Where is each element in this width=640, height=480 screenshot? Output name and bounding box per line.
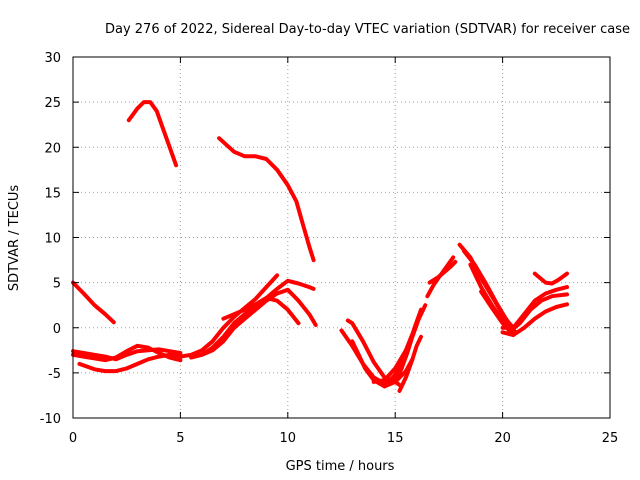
y-tick-label: 5 (53, 277, 61, 292)
series-line-s9 (199, 287, 318, 357)
y-tick-label: -5 (48, 367, 61, 382)
series-line-s1 (71, 280, 116, 325)
series-line-s21 (461, 249, 516, 330)
y-tick-label: 0 (53, 322, 61, 337)
x-tick-label: 20 (494, 431, 511, 446)
series-line-s4 (71, 347, 183, 362)
series-line-s26 (500, 302, 569, 337)
x-tick-label: 15 (387, 431, 404, 446)
grid (73, 57, 610, 418)
series-line-s17 (397, 334, 423, 393)
series-line-s22 (468, 262, 514, 335)
series-group (71, 100, 569, 393)
series-line-s3 (217, 136, 316, 263)
chart-title: Day 276 of 2022, Sidereal Day-to-day VTE… (105, 22, 630, 37)
axis-ticks: 0 5 10 15 20 25 -10 -5 0 5 10 15 20 25 30 (40, 51, 619, 446)
series-line-s10 (221, 296, 301, 326)
series-line-s19 (427, 259, 458, 285)
y-tick-label: 20 (44, 141, 61, 156)
x-tick-label: 25 (602, 431, 619, 446)
x-tick-label: 0 (69, 431, 77, 446)
y-tick-label: -10 (40, 412, 61, 427)
series-line-s27 (532, 271, 569, 286)
y-tick-label: 30 (44, 51, 61, 66)
y-tick-label: 25 (44, 96, 61, 111)
series-line-s13 (350, 339, 415, 389)
series-line-s2 (126, 100, 179, 168)
series-line-s25 (507, 292, 569, 335)
x-tick-label: 5 (176, 431, 184, 446)
series-line-s7 (178, 273, 280, 359)
y-axis-label: SDTVAR / TECUs (7, 185, 22, 292)
y-tick-label: 10 (44, 232, 61, 247)
series-line-s6 (71, 343, 183, 363)
y-tick-label: 15 (44, 186, 61, 201)
series-line-s16 (393, 307, 423, 384)
x-tick-label: 10 (280, 431, 297, 446)
x-axis-label: GPS time / hours (286, 459, 395, 474)
